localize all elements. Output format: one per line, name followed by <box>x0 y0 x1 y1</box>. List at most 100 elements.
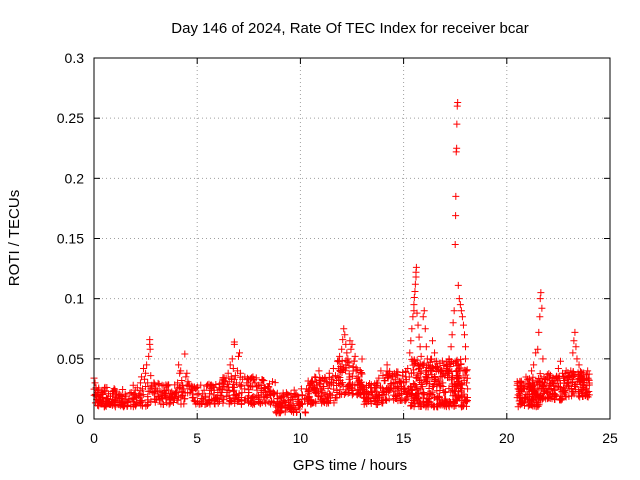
data-point <box>417 352 425 360</box>
data-point <box>224 369 232 377</box>
data-point <box>426 367 434 375</box>
data-point <box>144 387 152 395</box>
data-point <box>346 337 354 345</box>
data-point <box>460 331 468 339</box>
data-point <box>550 392 558 400</box>
data-point <box>331 372 339 380</box>
data-point <box>274 395 282 403</box>
data-point <box>407 402 415 410</box>
data-point <box>540 388 548 396</box>
data-point <box>538 396 546 404</box>
data-point <box>463 402 471 410</box>
data-point <box>305 390 313 398</box>
data-point <box>237 369 245 377</box>
y-tick-label: 0.25 <box>57 110 84 126</box>
data-point <box>420 401 428 409</box>
data-point <box>289 401 297 409</box>
data-point <box>315 367 323 375</box>
data-point <box>241 385 249 393</box>
data-point <box>276 399 284 407</box>
data-point <box>317 376 325 384</box>
data-point <box>249 401 257 409</box>
data-point <box>536 379 544 387</box>
data-point <box>406 349 414 357</box>
data-point <box>229 380 237 388</box>
data-point <box>393 383 401 391</box>
data-point <box>575 361 583 369</box>
data-point <box>180 400 188 408</box>
data-point <box>348 340 356 348</box>
data-point <box>123 402 131 410</box>
data-point <box>436 387 444 395</box>
data-point <box>247 383 255 391</box>
data-point <box>219 399 227 407</box>
data-point <box>237 400 245 408</box>
data-point <box>227 373 235 381</box>
data-point <box>448 382 456 390</box>
data-point <box>420 307 428 315</box>
data-point <box>231 372 239 380</box>
data-point <box>216 385 224 393</box>
data-point <box>135 390 143 398</box>
data-point <box>452 212 460 220</box>
data-point <box>399 368 407 376</box>
data-point <box>225 378 233 386</box>
data-point <box>356 379 364 387</box>
data-point <box>345 389 353 397</box>
y-tick-label: 0.1 <box>65 291 85 307</box>
data-point <box>454 381 462 389</box>
data-point <box>420 391 428 399</box>
data-point <box>334 357 342 365</box>
data-point <box>316 393 324 401</box>
data-point <box>444 366 452 374</box>
data-point <box>390 391 398 399</box>
data-point <box>570 337 578 345</box>
data-point <box>556 357 564 365</box>
data-point <box>391 393 399 401</box>
data-point <box>542 381 550 389</box>
data-point <box>585 370 593 378</box>
data-point <box>340 325 348 333</box>
data-point <box>425 397 433 405</box>
data-point <box>371 398 379 406</box>
data-point <box>535 328 543 336</box>
data-point <box>220 396 228 404</box>
data-point <box>174 396 182 404</box>
data-point <box>253 386 261 394</box>
data-point <box>526 383 534 391</box>
chart-title: Day 146 of 2024, Rate Of TEC Index for r… <box>171 20 528 37</box>
data-point <box>102 395 110 403</box>
data-point <box>392 371 400 379</box>
y-tick-label: 0.15 <box>57 231 84 247</box>
data-point <box>218 394 226 402</box>
data-point <box>222 374 230 382</box>
data-point <box>214 389 222 397</box>
data-point <box>155 393 163 401</box>
y-tick-label: 0.3 <box>65 50 85 66</box>
data-point <box>552 373 560 381</box>
data-point <box>357 368 365 376</box>
data-point <box>413 374 421 382</box>
data-point <box>149 389 157 397</box>
data-point <box>97 398 105 406</box>
data-point <box>433 357 441 365</box>
data-point <box>546 391 554 399</box>
data-point <box>119 385 127 393</box>
data-point <box>387 384 395 392</box>
data-point <box>238 381 246 389</box>
data-point <box>419 313 427 321</box>
data-point <box>451 387 459 395</box>
data-point <box>177 367 185 375</box>
data-point <box>100 387 108 395</box>
data-point <box>411 381 419 389</box>
data-point <box>566 385 574 393</box>
data-point <box>408 355 416 363</box>
data-point <box>323 398 331 406</box>
x-tick-label: 0 <box>90 430 98 446</box>
data-point <box>353 366 361 374</box>
data-point <box>535 401 543 409</box>
data-point <box>268 397 276 405</box>
data-point <box>179 381 187 389</box>
data-point <box>157 400 165 408</box>
data-point <box>411 400 419 408</box>
